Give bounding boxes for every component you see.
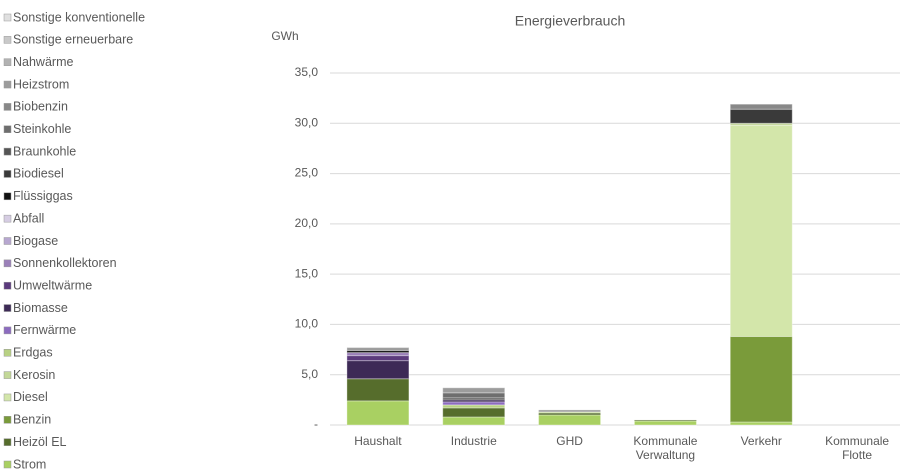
legend-swatch — [3, 349, 12, 357]
legend-swatch — [3, 58, 12, 66]
y-tick-label: 15,0 — [295, 266, 319, 280]
x-tick-label: Kommunale Verwaltung — [633, 434, 698, 462]
bar-segment — [729, 103, 793, 110]
y-tick-label: 35,0 — [295, 65, 319, 79]
bar-segment — [442, 399, 506, 403]
legend-swatch — [3, 393, 12, 402]
bar-segment — [346, 347, 410, 352]
y-tick-label: 10,0 — [295, 317, 319, 331]
legend-swatch — [3, 304, 12, 312]
legend-label: Biodiesel — [13, 167, 64, 181]
bar-segment — [442, 387, 506, 394]
bar-segment — [729, 108, 793, 124]
legend-label: Diesel — [13, 390, 48, 404]
x-tick-label: Industrie — [450, 434, 497, 448]
bar-segment — [442, 416, 506, 426]
legend-label: Sonstige konventionelle — [13, 10, 145, 24]
bar-segment — [729, 124, 793, 337]
legend-label: Sonstige erneuerbare — [13, 33, 133, 47]
legend-label: Flüssiggas — [13, 189, 73, 203]
legend-swatch — [3, 125, 12, 133]
legend-swatch — [3, 416, 12, 424]
legend-label: Sonnenkollektoren — [13, 256, 117, 270]
legend-swatch — [3, 281, 12, 290]
legend-swatch — [3, 103, 12, 111]
legend-label: Fernwärme — [13, 323, 76, 337]
legend-label: Heizstrom — [13, 77, 69, 91]
bar-segment — [729, 335, 793, 423]
legend-label: Braunkohle — [13, 144, 76, 158]
legend-swatch — [3, 237, 12, 245]
y-tick-label: 30,0 — [295, 115, 319, 129]
bar-segment — [538, 414, 602, 426]
bar-segment — [346, 355, 410, 362]
legend-label: Steinkohle — [13, 122, 71, 136]
legend-swatch — [3, 326, 12, 335]
bar-segment — [346, 360, 410, 380]
x-tick-label: Haushalt — [354, 434, 402, 448]
legend-label: Biobenzin — [13, 100, 68, 114]
legend-label: Umweltwärme — [13, 278, 92, 292]
x-tick-label: Verkehr — [740, 434, 782, 448]
x-tick-label: GHD — [556, 434, 583, 448]
legend-swatch — [3, 371, 12, 379]
legend-swatch — [3, 80, 12, 89]
bar-segment — [346, 400, 410, 426]
legend-swatch — [3, 259, 12, 268]
bar-segment — [633, 419, 697, 422]
legend-label: Biomasse — [13, 301, 68, 315]
legend-label: Kerosin — [13, 368, 55, 382]
legend-label: Erdgas — [13, 346, 53, 360]
y-tick-label: 20,0 — [295, 216, 319, 230]
legend-swatch — [3, 214, 12, 223]
chart-title: Energieverbrauch — [515, 13, 626, 29]
y-tick-label: 25,0 — [295, 166, 319, 180]
legend-label: Biogase — [13, 234, 58, 248]
bar-segment — [538, 409, 602, 413]
legend-swatch — [3, 438, 12, 446]
legend-swatch — [3, 147, 12, 156]
bar-segment — [442, 407, 506, 418]
y-tick-label: 5,0 — [301, 367, 318, 381]
legend-label: Benzin — [13, 413, 51, 427]
bar-segment — [442, 392, 506, 399]
bar-segment — [633, 420, 697, 426]
bar-segment — [538, 411, 602, 414]
legend-swatch — [3, 460, 12, 469]
legend-swatch — [3, 36, 12, 44]
bar-segment — [346, 378, 410, 402]
legend-swatch — [3, 13, 12, 22]
legend-label: Heizöl EL — [13, 435, 67, 449]
x-tick-label: Kommunale Flotte — [825, 434, 890, 462]
y-tick-label: - — [314, 417, 318, 431]
y-axis-label: GWh — [271, 29, 298, 43]
legend-label: Abfall — [13, 211, 44, 225]
legend-label: Strom — [13, 457, 46, 471]
legend-swatch — [3, 170, 12, 178]
legend-label: Nahwärme — [13, 55, 73, 69]
legend-swatch — [3, 192, 12, 201]
